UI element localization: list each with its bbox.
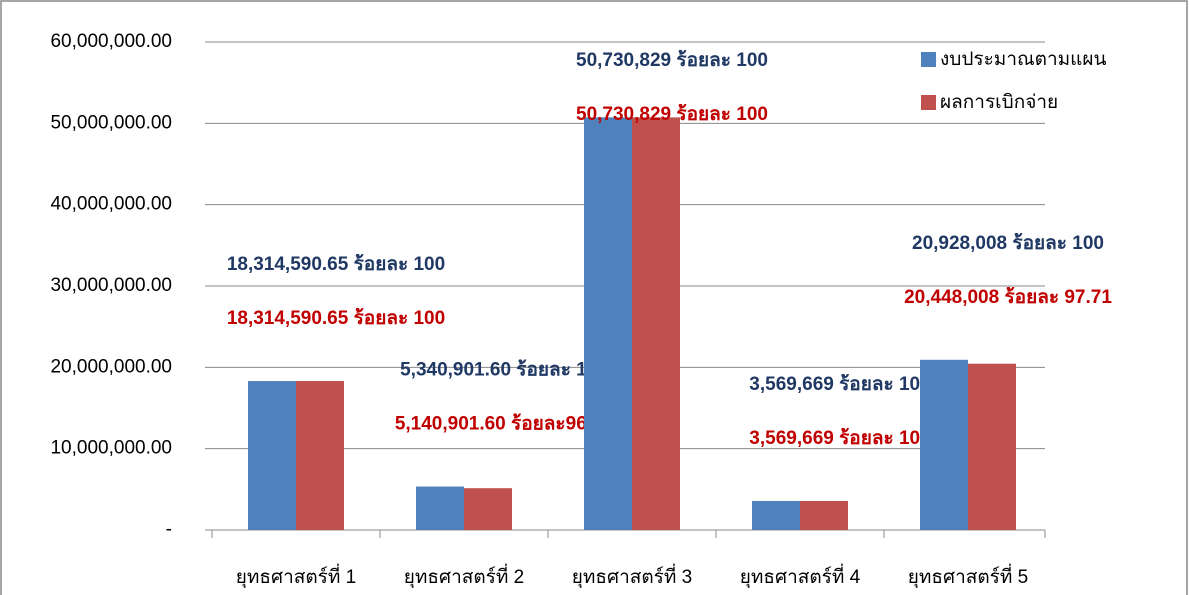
- x-tick-label: ยุทธศาสตร์ที่ 5: [908, 563, 1029, 589]
- y-tick-label: 20,000,000.00: [50, 356, 172, 377]
- y-tick-label: 10,000,000.00: [50, 438, 172, 459]
- data-label: 3,569,669 ร้อยละ 100: [749, 427, 930, 449]
- x-tick-label: ยุทธศาสตร์ที่ 1: [236, 563, 357, 589]
- bar: [584, 117, 632, 531]
- bar: [752, 500, 800, 530]
- data-label: 5,140,901.60 ร้อยละ96.26: [395, 413, 613, 435]
- y-tick-label: 60,000,000.00: [50, 31, 172, 52]
- data-label: 3,569,669 ร้อยละ 100: [749, 373, 930, 395]
- bar: [296, 381, 344, 530]
- legend-label: ผลการเบิกจ่าย: [940, 92, 1058, 113]
- x-tick-label: ยุทธศาสตร์ที่ 3: [572, 563, 693, 589]
- legend-label: งบประมาณตามแผน: [940, 49, 1107, 70]
- y-tick-label: -: [166, 519, 172, 540]
- data-label: 5,340,901.60 ร้อยละ 100: [400, 359, 608, 381]
- data-label: 50,730,829 ร้อยละ 100: [576, 103, 768, 125]
- data-label: 50,730,829 ร้อยละ 100: [576, 49, 768, 71]
- data-label: 20,448,008 ร้อยละ 97.71: [904, 286, 1112, 308]
- x-tick-label: ยุทธศาสตร์ที่ 4: [740, 563, 861, 589]
- bar: [464, 488, 512, 530]
- data-label: 20,928,008 ร้อยละ 100: [912, 232, 1104, 254]
- y-tick-label: 40,000,000.00: [50, 194, 172, 215]
- legend-swatch: [921, 95, 936, 110]
- y-tick-label: 50,000,000.00: [50, 112, 172, 133]
- x-tick-label: ยุทธศาสตร์ที่ 2: [404, 563, 525, 589]
- data-label: 18,314,590.65 ร้อยละ 100: [227, 307, 445, 329]
- bar: [920, 359, 968, 530]
- bar: [632, 117, 680, 531]
- y-tick-label: 30,000,000.00: [50, 275, 172, 296]
- bar: [968, 363, 1016, 530]
- bar: [800, 500, 848, 530]
- data-label: 18,314,590.65 ร้อยละ 100: [227, 253, 445, 275]
- bar: [416, 486, 464, 530]
- legend-swatch: [921, 52, 936, 67]
- bar: [248, 381, 296, 530]
